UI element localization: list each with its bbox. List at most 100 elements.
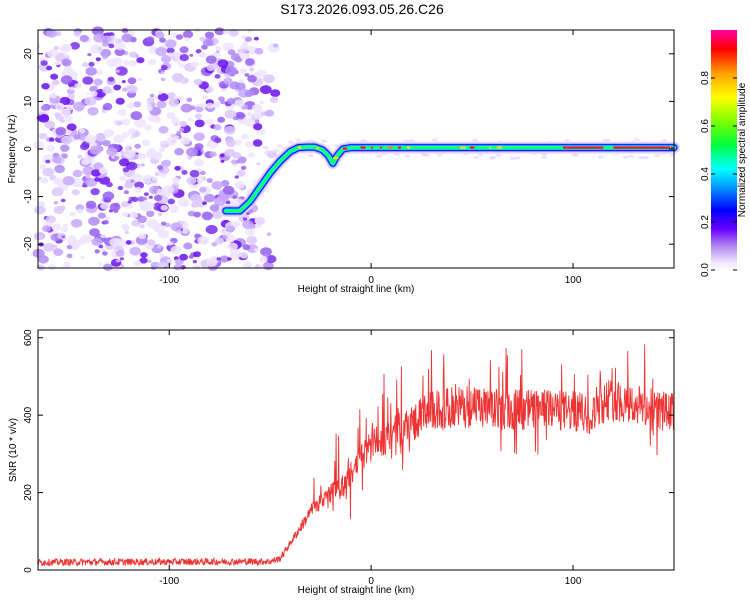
noise-blob bbox=[642, 156, 649, 160]
noise-blob bbox=[136, 152, 147, 160]
noise-blob bbox=[217, 59, 229, 68]
noise-blob bbox=[223, 125, 236, 135]
noise-blob bbox=[76, 208, 84, 214]
noise-blob bbox=[216, 257, 222, 261]
noise-blob bbox=[193, 251, 202, 258]
noise-blob bbox=[38, 114, 50, 123]
noise-blob bbox=[232, 152, 242, 159]
noise-blob bbox=[172, 51, 180, 57]
noise-blob bbox=[133, 101, 142, 108]
y-tick-label: -20 bbox=[23, 237, 34, 252]
noise-blob bbox=[151, 151, 163, 160]
noise-blob bbox=[119, 175, 126, 181]
ridge-hotspot bbox=[496, 146, 503, 149]
noise-blob bbox=[103, 220, 109, 225]
noise-blob bbox=[287, 140, 294, 144]
noise-blob bbox=[93, 33, 106, 43]
noise-blob bbox=[141, 139, 151, 146]
colorbar: 0.0 0.2 0.4 0.6 0.8 Normalized spectral ampl… bbox=[700, 30, 748, 277]
noise-blob bbox=[259, 85, 272, 95]
ridge-hotspot bbox=[371, 146, 374, 149]
noise-blob bbox=[182, 30, 194, 39]
noise-blob bbox=[244, 90, 254, 97]
noise-blob bbox=[95, 69, 103, 76]
noise-blob bbox=[88, 61, 95, 67]
noise-blob bbox=[126, 102, 135, 109]
noise-blob bbox=[121, 118, 131, 126]
ridge-hotspot bbox=[387, 146, 394, 149]
noise-blob bbox=[98, 176, 111, 185]
noise-blob bbox=[85, 200, 97, 209]
noise-blob bbox=[225, 139, 236, 148]
noise-blob bbox=[46, 144, 56, 152]
noise-blob bbox=[51, 223, 62, 231]
noise-blob bbox=[47, 49, 59, 58]
ridge-hotspot bbox=[360, 146, 366, 149]
noise-blob bbox=[246, 112, 253, 117]
noise-blob bbox=[84, 96, 97, 106]
noise-blob bbox=[223, 77, 233, 85]
noise-blob bbox=[147, 260, 152, 263]
noise-blob bbox=[213, 137, 222, 144]
noise-blob bbox=[262, 146, 269, 150]
noise-blob bbox=[70, 42, 80, 50]
noise-blob bbox=[119, 257, 124, 261]
noise-blob bbox=[89, 145, 102, 155]
noise-blob bbox=[158, 253, 165, 258]
noise-blob bbox=[161, 54, 172, 63]
noise-blob bbox=[269, 96, 279, 104]
noise-blob bbox=[235, 82, 246, 91]
noise-blob bbox=[176, 130, 181, 135]
noise-blob bbox=[98, 244, 104, 249]
noise-blob bbox=[126, 84, 138, 94]
noise-blob bbox=[166, 92, 176, 100]
noise-blob bbox=[205, 224, 218, 235]
noise-blob bbox=[46, 29, 58, 38]
noise-blob bbox=[53, 45, 60, 51]
noise-blob bbox=[168, 204, 179, 213]
noise-blob bbox=[146, 210, 155, 217]
spectrogram-x-ticks: -100 0 100 bbox=[159, 30, 582, 286]
noise-blob bbox=[81, 158, 90, 166]
noise-blob bbox=[241, 133, 249, 140]
noise-blob bbox=[244, 73, 250, 77]
noise-blob bbox=[41, 83, 50, 90]
noise-blob bbox=[84, 134, 97, 144]
noise-blob bbox=[95, 132, 107, 142]
noise-blob bbox=[61, 58, 72, 67]
ridge-hotspot bbox=[613, 146, 670, 149]
colorbar-tick-label: 0.6 bbox=[700, 119, 711, 133]
noise-blob bbox=[102, 140, 111, 147]
noise-blob bbox=[153, 223, 166, 233]
noise-blob bbox=[146, 103, 152, 108]
noise-blob bbox=[166, 137, 177, 146]
noise-blob bbox=[211, 180, 223, 190]
noise-blob bbox=[157, 93, 169, 102]
noise-blob bbox=[247, 74, 257, 83]
spectrogram-y-label: Frequency (Hz) bbox=[7, 115, 18, 184]
y-tick-label: 200 bbox=[23, 484, 34, 501]
noise-blob bbox=[100, 202, 110, 210]
noise-blob bbox=[228, 105, 234, 109]
noise-blob bbox=[45, 159, 51, 164]
noise-blob bbox=[175, 34, 184, 40]
noise-blob bbox=[58, 205, 66, 211]
noise-blob bbox=[52, 156, 62, 164]
noise-blob bbox=[98, 167, 108, 174]
noise-blob bbox=[156, 188, 168, 197]
x-tick-label: -100 bbox=[159, 275, 179, 286]
noise-blob bbox=[179, 46, 189, 54]
noise-blob bbox=[121, 132, 130, 138]
noise-blob bbox=[60, 144, 70, 152]
noise-blob bbox=[477, 153, 484, 157]
noise-blob bbox=[244, 141, 254, 148]
noise-blob bbox=[231, 159, 237, 164]
noise-blob bbox=[124, 230, 130, 235]
noise-blob bbox=[206, 64, 216, 72]
noise-blob bbox=[240, 35, 246, 40]
noise-blob bbox=[133, 260, 142, 267]
noise-blob bbox=[54, 61, 61, 66]
noise-blob bbox=[67, 93, 76, 100]
snr-y-ticks: 0 200 400 600 bbox=[23, 329, 674, 573]
noise-blob bbox=[113, 155, 120, 160]
